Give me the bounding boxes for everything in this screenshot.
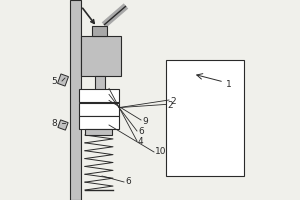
- Bar: [58, 74, 68, 86]
- Text: 9: 9: [142, 116, 148, 126]
- Text: 2: 2: [170, 97, 176, 106]
- Bar: [70, 0, 81, 200]
- Bar: [79, 89, 119, 102]
- Bar: [79, 103, 119, 116]
- Bar: [166, 60, 244, 176]
- Bar: [58, 120, 68, 130]
- Text: 4: 4: [138, 138, 144, 146]
- Bar: [92, 26, 107, 36]
- Bar: [81, 36, 121, 76]
- Text: 8: 8: [51, 118, 57, 128]
- Text: 6: 6: [125, 178, 131, 186]
- Text: 5: 5: [51, 76, 57, 86]
- Text: 2: 2: [167, 101, 173, 110]
- Bar: [95, 76, 105, 110]
- Bar: [85, 129, 112, 135]
- Text: 10: 10: [155, 148, 166, 156]
- Text: 1: 1: [226, 80, 232, 88]
- Bar: [79, 116, 119, 129]
- Text: 6: 6: [138, 128, 144, 136]
